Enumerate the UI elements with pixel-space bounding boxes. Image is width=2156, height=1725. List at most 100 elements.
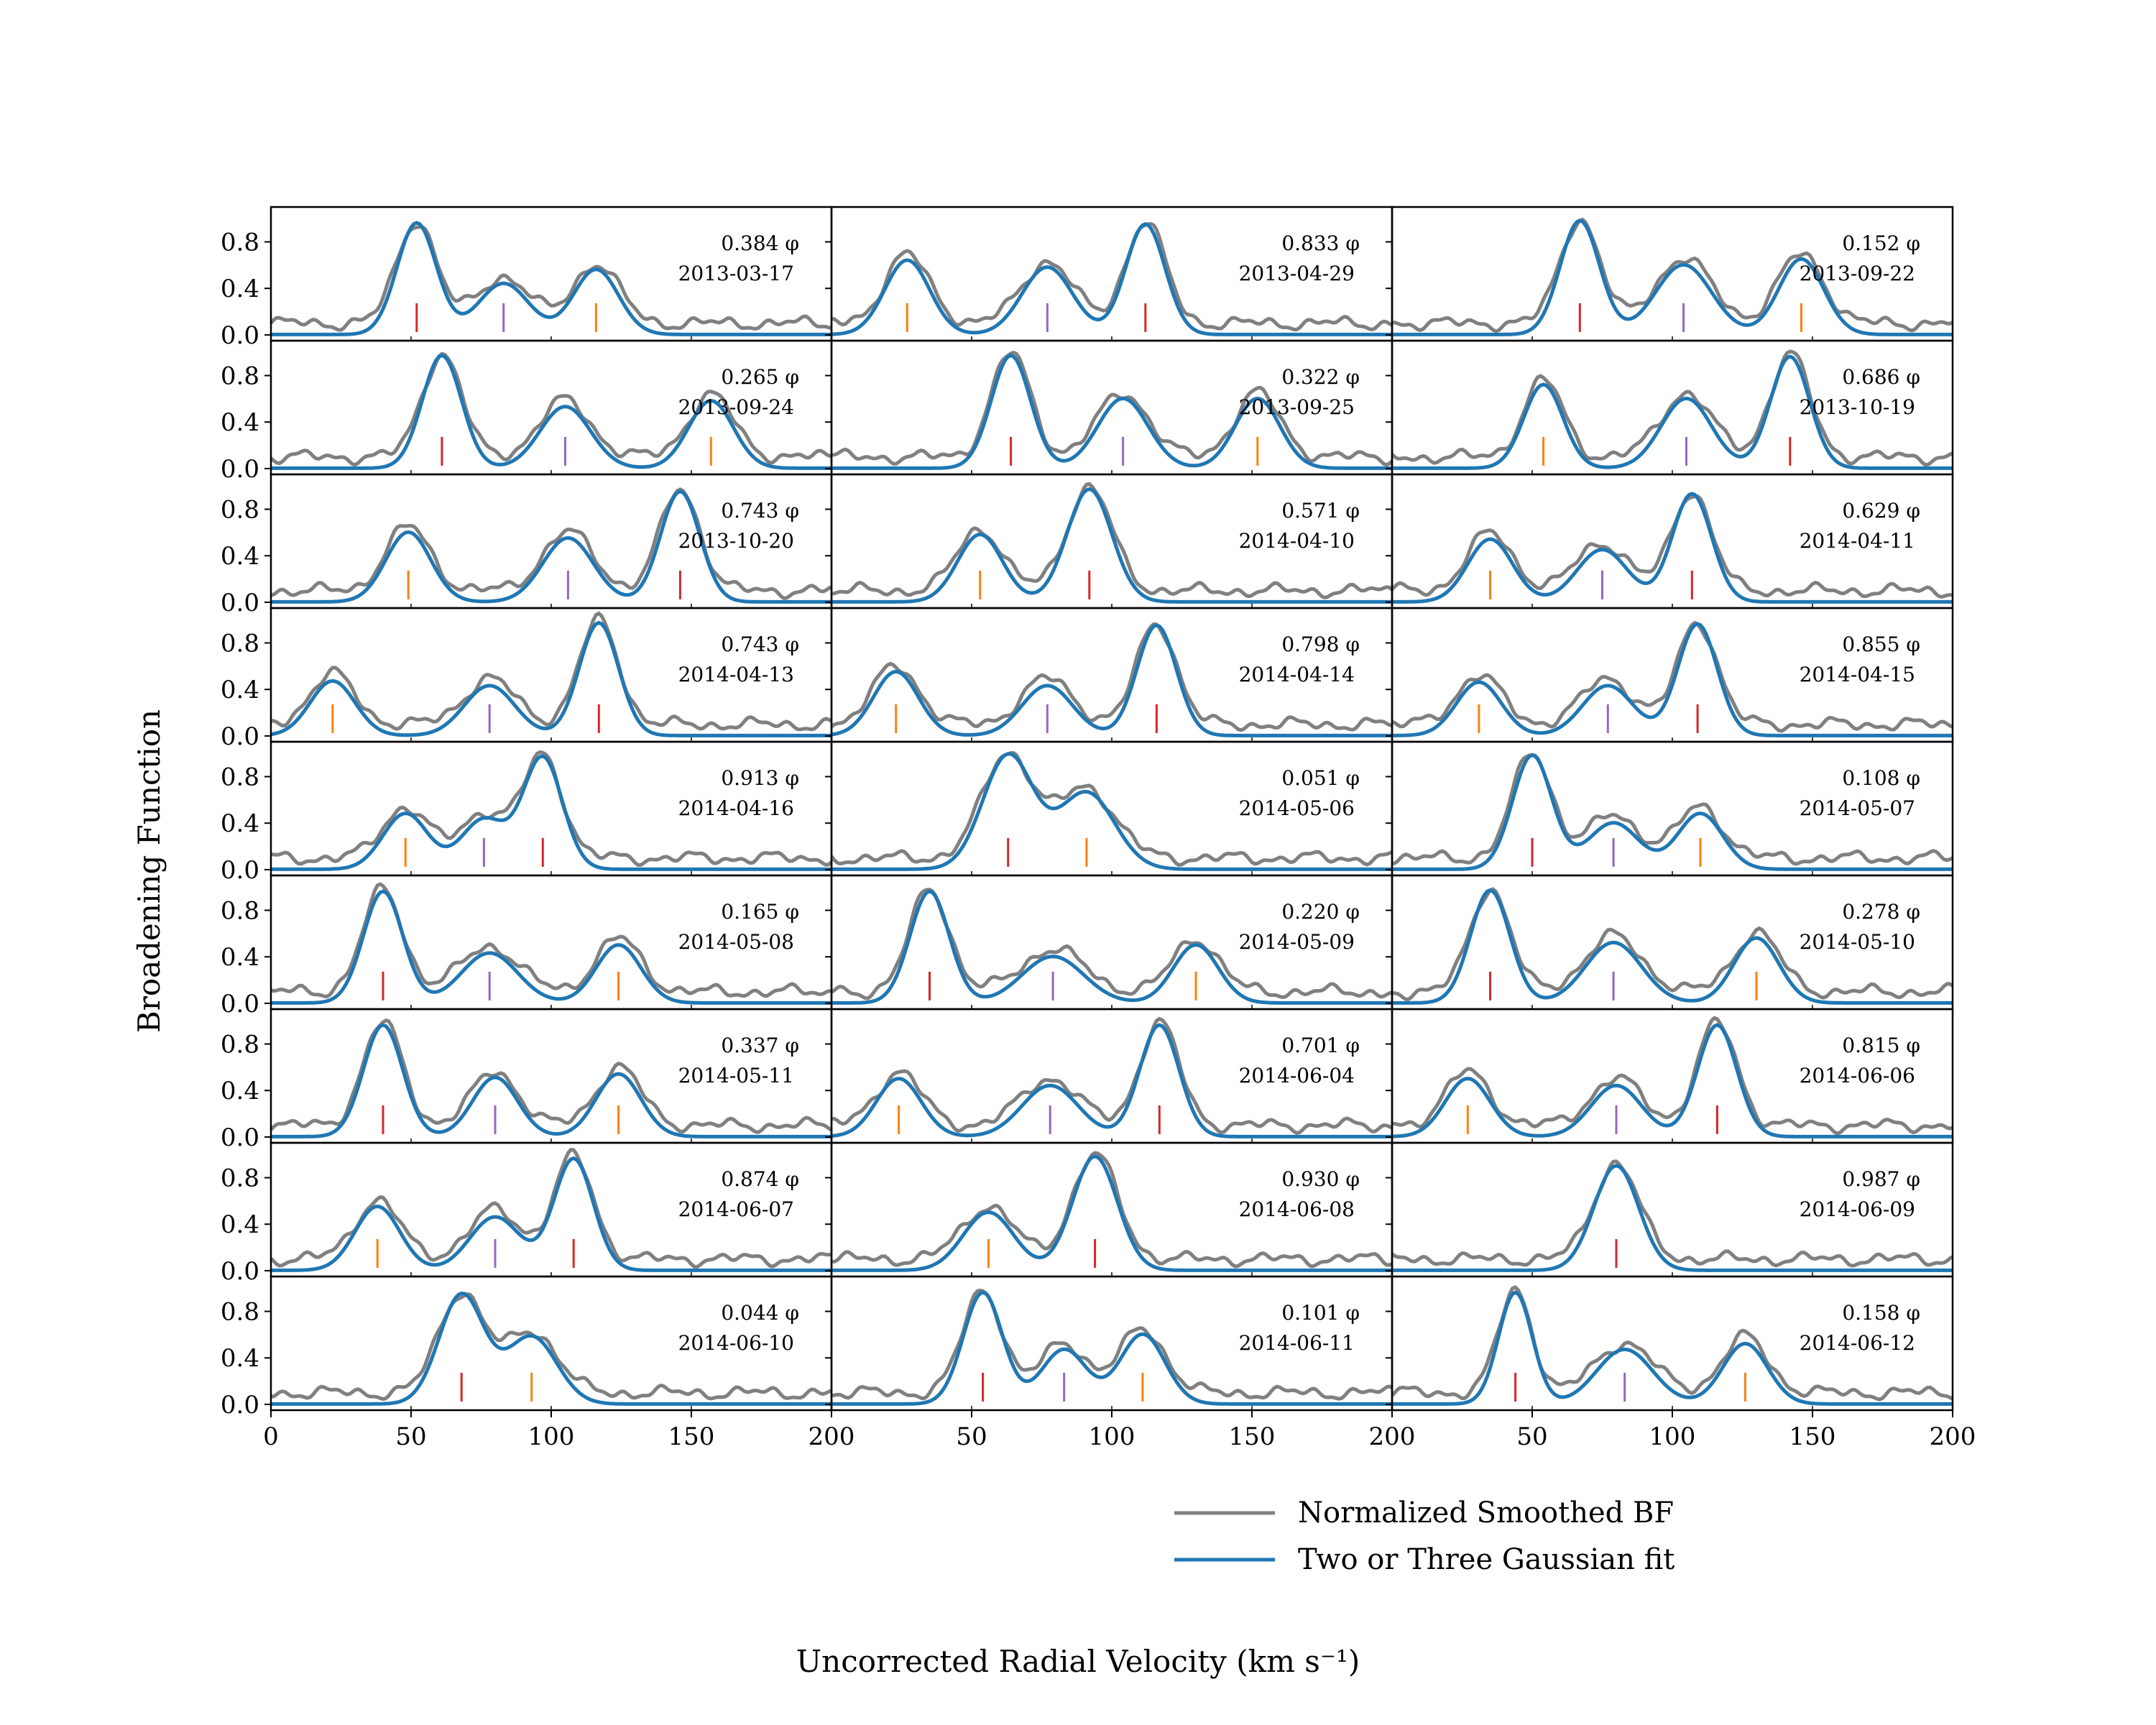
- bf-series-line: [1391, 349, 1953, 467]
- panel: 0.108 φ 2014-05-07: [1386, 740, 1954, 877]
- panel-phase-label: 0.629 φ: [1842, 499, 1920, 523]
- panel-phase-label: 0.913 φ: [721, 766, 799, 790]
- panel-phase-label: 0.265 φ: [721, 365, 799, 389]
- panel: 0.051 φ 2014-05-06: [825, 740, 1393, 877]
- panel-date-label: 2014-06-09: [1800, 1197, 1915, 1221]
- gaussian-fit-line: [1392, 1164, 1953, 1272]
- gaussian-fit-line: [831, 353, 1392, 470]
- gaussian-fit-line: [831, 1154, 1392, 1272]
- gaussian-fit-line: [831, 889, 1392, 1005]
- panel-date-label: 2013-03-17: [678, 262, 794, 285]
- bf-series-line: [1391, 753, 1954, 866]
- panel-date-label: 2014-05-10: [1800, 930, 1915, 954]
- panel: 0.855 φ 2014-04-15: [1386, 607, 1954, 743]
- bf-series-line: [831, 1288, 1393, 1401]
- x-tick-label: 150: [1789, 1422, 1836, 1451]
- y-tick-label: 0.8: [221, 362, 259, 391]
- bf-series-line: [1391, 887, 1954, 1001]
- y-tick-label: 0.4: [221, 943, 259, 972]
- bf-series-line: [270, 750, 833, 868]
- y-tick-label: 0.8: [221, 1031, 259, 1059]
- panel-date-label: 2014-04-16: [678, 796, 794, 820]
- legend-label-bf: Normalized Smoothed BF: [1298, 1496, 1674, 1530]
- panel: 0.0 0.4 0.8 0.265 φ 2013-09-24: [221, 339, 833, 484]
- panel: 0.0 0.4 0.8 0.874 φ 2014-06-07: [221, 1141, 833, 1286]
- bf-series-line: [831, 221, 1393, 331]
- bf-series-line: [831, 350, 1393, 467]
- panel: 0.686 φ 2013-10-19: [1386, 339, 1954, 476]
- panel: 0.629 φ 2014-04-11: [1386, 473, 1954, 610]
- panel-phase-label: 0.930 φ: [1281, 1167, 1360, 1191]
- panel: 0.101 φ 2014-06-11: [825, 1275, 1393, 1412]
- y-tick-label: 0.8: [221, 897, 259, 926]
- gaussian-fit-line: [831, 752, 1392, 871]
- gaussian-fit-line: [271, 754, 831, 871]
- panel-date-label: 2014-04-11: [1800, 529, 1915, 553]
- panel-phase-label: 0.278 φ: [1842, 900, 1920, 924]
- panel: 0.798 φ 2014-04-14: [825, 607, 1393, 743]
- y-tick-label: 0.0: [221, 1257, 259, 1286]
- bf-series-line: [1391, 1285, 1954, 1402]
- y-tick-label: 0.8: [221, 229, 259, 257]
- panel-date-label: 2014-06-12: [1800, 1331, 1915, 1355]
- y-tick-label: 0.4: [221, 1077, 259, 1105]
- panel-date-label: 2014-06-06: [1800, 1064, 1915, 1087]
- panel-date-label: 2014-06-08: [1239, 1197, 1355, 1221]
- panel-phase-label: 0.743 φ: [721, 632, 799, 656]
- y-tick-label: 0.0: [221, 321, 259, 350]
- gaussian-fit-line: [271, 889, 831, 1005]
- y-tick-label: 0.8: [221, 496, 259, 525]
- y-tick-label: 0.8: [221, 1164, 259, 1193]
- gaussian-fit-line: [831, 1290, 1392, 1406]
- gaussian-fit-line: [271, 353, 831, 470]
- bf-series-line: [831, 1016, 1393, 1136]
- y-tick-label: 0.0: [221, 1391, 259, 1420]
- panel-phase-label: 0.701 φ: [1281, 1034, 1360, 1057]
- legend: Normalized Smoothed BF Two or Three Gaus…: [1174, 1496, 1674, 1576]
- gaussian-fit-line: [1392, 622, 1953, 737]
- panel-phase-label: 0.815 φ: [1842, 1034, 1920, 1057]
- x-tick-label: 50: [1516, 1422, 1547, 1451]
- x-tick-label: 200: [808, 1422, 855, 1451]
- panel: 0.0 0.4 0.8 0.743 φ 2014-04-13: [221, 607, 833, 751]
- y-tick-label: 0.0: [221, 455, 259, 484]
- gaussian-fit-line: [271, 221, 831, 336]
- gaussian-fit-line: [1392, 753, 1953, 871]
- bf-series-line: [270, 611, 833, 732]
- panel-phase-label: 0.322 φ: [1281, 365, 1360, 389]
- bf-series-line: [831, 1151, 1393, 1269]
- panel-phase-label: 0.987 φ: [1842, 1167, 1920, 1191]
- panel-date-label: 2014-06-10: [678, 1331, 794, 1355]
- gaussian-fit-line: [1392, 888, 1953, 1005]
- panel: 0.158 φ 2014-06-12: [1386, 1275, 1954, 1412]
- x-tick-label: 50: [395, 1422, 426, 1451]
- panel-phase-label: 0.743 φ: [721, 499, 799, 523]
- bf-series-line: [270, 351, 832, 467]
- bf-series-line: [1391, 217, 1954, 334]
- panel: 0.0 0.4 0.8 0.337 φ 2014-05-11: [221, 1008, 833, 1152]
- gaussian-fit-line: [1391, 1023, 1953, 1138]
- panel-date-label: 2014-04-13: [678, 663, 794, 686]
- y-tick-label: 0.0: [221, 722, 259, 751]
- x-tick-label: 50: [956, 1422, 987, 1451]
- panel-phase-label: 0.833 φ: [1281, 231, 1360, 255]
- y-tick-label: 0.4: [221, 809, 259, 838]
- bf-series-line: [830, 751, 1393, 868]
- panel: 0.571 φ 2014-04-10: [825, 473, 1393, 610]
- y-tick-label: 0.4: [221, 408, 259, 437]
- gaussian-fit-line: [1392, 492, 1953, 604]
- x-tick-label: 0: [263, 1422, 279, 1451]
- panel-date-label: 2014-05-11: [678, 1064, 794, 1087]
- bf-series-line: [830, 622, 1393, 732]
- panel-date-label: 2013-09-24: [678, 395, 794, 419]
- panel: 0.930 φ 2014-06-08: [825, 1141, 1393, 1278]
- panel-date-label: 2013-09-25: [1239, 395, 1355, 419]
- y-tick-label: 0.0: [221, 990, 259, 1018]
- y-tick-label: 0.8: [221, 763, 259, 792]
- panel-date-label: 2013-10-19: [1800, 395, 1915, 419]
- x-tick-label: 150: [668, 1422, 715, 1451]
- panel: 0.0 0.4 0.8 0.165 φ 2014-05-08: [221, 874, 833, 1018]
- y-tick-label: 0.4: [221, 676, 259, 704]
- panel-phase-label: 0.220 φ: [1281, 900, 1360, 924]
